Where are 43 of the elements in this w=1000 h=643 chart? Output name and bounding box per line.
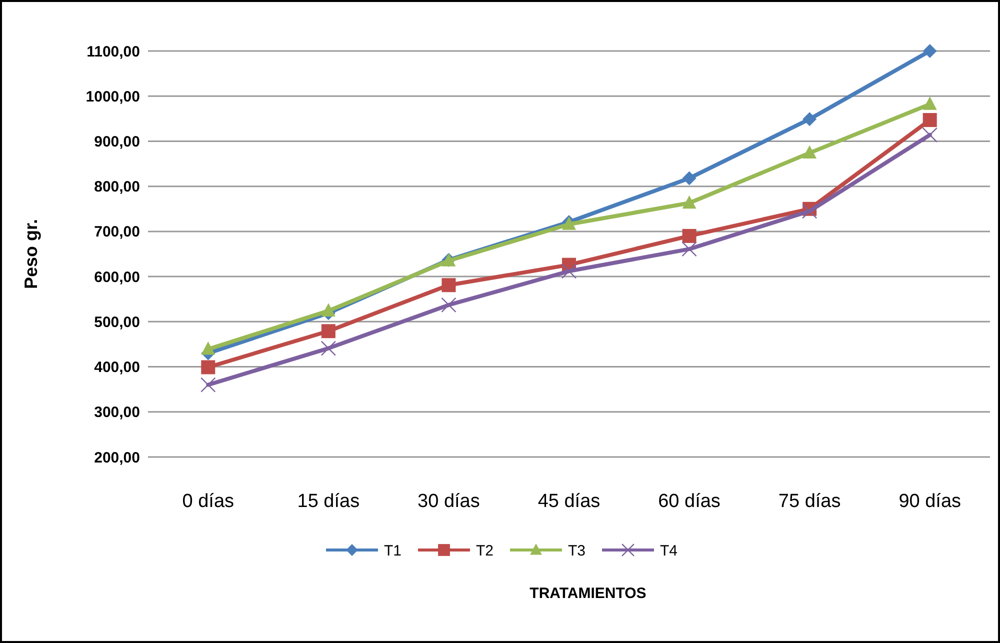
y-axis-title: Peso gr. bbox=[21, 218, 41, 290]
point bbox=[441, 297, 456, 313]
legend-label: T3 bbox=[568, 542, 586, 560]
y-tick-label: 700,00 bbox=[94, 224, 140, 241]
point bbox=[320, 340, 336, 356]
point bbox=[682, 195, 696, 209]
x-tick-label: 45 días bbox=[538, 491, 600, 512]
point bbox=[442, 278, 456, 292]
legend-label: T2 bbox=[476, 542, 494, 560]
y-tick-label: 300,00 bbox=[94, 404, 140, 422]
point bbox=[561, 264, 577, 279]
point bbox=[201, 341, 216, 355]
y-tick-label: 900,00 bbox=[94, 133, 140, 150]
x-tick-label: 0 días bbox=[182, 491, 234, 512]
x-axis-title: TRATAMIENTOS bbox=[530, 585, 646, 602]
y-tick-label: 200,00 bbox=[94, 449, 140, 466]
y-tick-label: 1000,00 bbox=[86, 88, 140, 106]
x-tick-label: 75 días bbox=[778, 491, 841, 512]
point bbox=[682, 228, 696, 243]
point bbox=[802, 112, 817, 126]
point bbox=[922, 44, 937, 58]
y-tick-label: 400,00 bbox=[94, 359, 140, 376]
point bbox=[321, 303, 336, 316]
y-tick-label: 1100,00 bbox=[86, 43, 140, 60]
point bbox=[802, 204, 818, 219]
point bbox=[802, 145, 817, 159]
legend-label: T4 bbox=[660, 542, 678, 560]
point bbox=[682, 241, 697, 257]
point bbox=[200, 377, 216, 392]
y-tick-label: 600,00 bbox=[94, 268, 140, 286]
y-tick-label: 500,00 bbox=[94, 314, 140, 331]
point bbox=[201, 360, 216, 374]
x-tick-label: 90 días bbox=[898, 491, 962, 512]
point bbox=[922, 96, 937, 110]
x-tick-label: 15 días bbox=[297, 491, 360, 512]
point bbox=[922, 113, 937, 128]
x-tick-label: 60 días bbox=[658, 491, 720, 512]
legend-label: T1 bbox=[384, 542, 402, 560]
x-tick-label: 30 días bbox=[418, 491, 480, 512]
point bbox=[922, 127, 938, 143]
point bbox=[682, 171, 696, 186]
point bbox=[321, 324, 336, 338]
y-tick-label: 800,00 bbox=[94, 178, 140, 196]
